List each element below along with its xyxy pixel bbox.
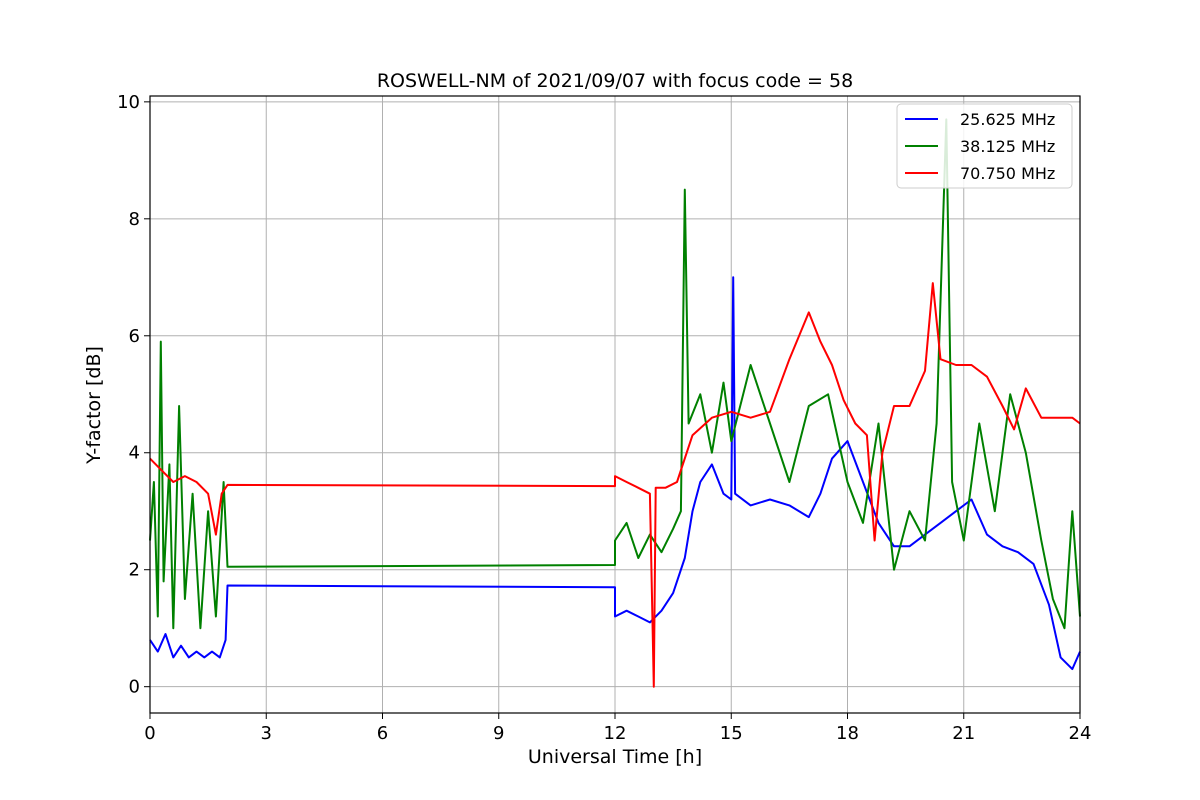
series-line-2 xyxy=(149,118,1081,630)
x-tick-label: 24 xyxy=(1069,723,1092,744)
x-tick-label: 12 xyxy=(604,723,627,744)
legend-label-2: 38.125 MHz xyxy=(960,137,1055,156)
grid-layer xyxy=(149,96,1081,713)
x-tick-label: 0 xyxy=(144,723,155,744)
legend-box xyxy=(896,103,1073,189)
y-tick-label: 2 xyxy=(129,560,140,581)
y-tick-label: 8 xyxy=(129,209,140,230)
series-layer xyxy=(149,118,1081,688)
y-tick-label: 0 xyxy=(129,677,140,698)
x-tick-label: 9 xyxy=(493,723,504,744)
legend: 25.625 MHz 38.125 MHz 70.750 MHz xyxy=(896,103,1073,189)
y-tick-label: 4 xyxy=(129,443,140,464)
chart-title: ROSWELL-NM of 2021/09/07 with focus code… xyxy=(377,70,853,92)
x-tick-label: 15 xyxy=(720,723,743,744)
y-tick-label: 6 xyxy=(129,326,140,347)
series-line-3 xyxy=(149,282,1081,688)
y-axis-label: Y-factor [dB] xyxy=(83,346,105,465)
x-tick-label: 18 xyxy=(836,723,859,744)
x-tick-label: 6 xyxy=(377,723,388,744)
y-tick-label: 10 xyxy=(117,92,140,113)
legend-items: 25.625 MHz 38.125 MHz 70.750 MHz xyxy=(905,110,1055,183)
x-tick-label: 21 xyxy=(952,723,975,744)
x-axis-label: Universal Time [h] xyxy=(528,746,702,768)
x-tick-label: 3 xyxy=(261,723,272,744)
legend-label-1: 25.625 MHz xyxy=(960,110,1055,129)
legend-label-3: 70.750 MHz xyxy=(960,164,1055,183)
